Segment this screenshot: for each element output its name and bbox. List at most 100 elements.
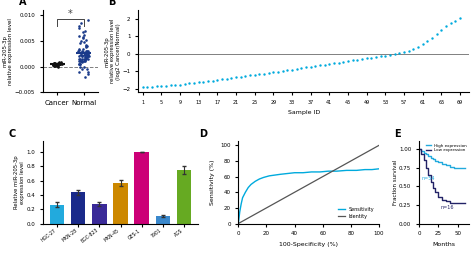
Point — [56, 62, 64, 66]
Point — [84, 49, 92, 53]
Point — [213, 78, 221, 82]
Sensitivity — [252, 180, 258, 183]
Sensitivity — [266, 174, 272, 177]
Text: E: E — [394, 129, 401, 138]
Point — [50, 61, 58, 65]
Point — [55, 61, 62, 65]
Point — [50, 62, 58, 66]
Point — [53, 62, 61, 67]
Point — [447, 21, 455, 25]
High expression — [416, 147, 422, 150]
Sensitivity — [237, 210, 243, 213]
Point — [311, 64, 319, 68]
Point — [55, 65, 62, 69]
Point — [77, 52, 85, 56]
Bar — [113, 183, 128, 224]
Sensitivity — [238, 202, 244, 205]
Point — [139, 85, 146, 89]
Point — [50, 62, 58, 66]
Point — [316, 63, 324, 67]
Point — [81, 40, 88, 44]
X-axis label: 100-Specificity (%): 100-Specificity (%) — [279, 242, 338, 247]
Point — [54, 64, 62, 68]
Point — [354, 58, 361, 62]
Low expression — [451, 202, 456, 205]
Point — [80, 65, 88, 69]
High expression — [423, 153, 429, 156]
Point — [55, 60, 63, 65]
Point — [76, 57, 84, 61]
High expression — [439, 162, 445, 165]
Point — [223, 76, 230, 81]
Point — [76, 62, 84, 66]
Point — [80, 33, 88, 37]
Line: Sensitivity: Sensitivity — [238, 169, 379, 224]
Point — [148, 85, 156, 89]
Line: High expression: High expression — [419, 149, 465, 168]
Low expression — [459, 202, 465, 205]
Point — [391, 52, 399, 56]
Point — [83, 49, 91, 53]
Point — [82, 52, 90, 56]
Point — [78, 67, 86, 71]
Point — [339, 60, 347, 64]
Point — [400, 50, 408, 54]
High expression — [451, 166, 456, 169]
Point — [51, 64, 59, 68]
Sensitivity — [248, 183, 254, 186]
Point — [82, 43, 90, 47]
Low expression — [443, 200, 449, 203]
Sensitivity — [261, 176, 266, 179]
Point — [79, 30, 87, 34]
Bar — [177, 170, 191, 224]
Point — [251, 73, 258, 77]
Sensitivity — [334, 170, 340, 173]
Sensitivity — [317, 170, 323, 173]
Low expression — [463, 202, 468, 205]
Point — [51, 63, 58, 67]
High expression — [443, 164, 449, 167]
Low expression — [428, 180, 433, 183]
Point — [265, 71, 273, 75]
Sensitivity — [309, 170, 314, 173]
High expression — [432, 159, 438, 162]
Point — [74, 49, 82, 53]
Sensitivity — [362, 168, 368, 171]
Point — [78, 54, 86, 58]
Point — [414, 45, 422, 49]
Y-axis label: miR-205-3p
relative expression level: miR-205-3p relative expression level — [2, 18, 13, 85]
Point — [80, 59, 88, 64]
Point — [190, 81, 198, 85]
Point — [82, 45, 90, 49]
High expression — [459, 166, 465, 169]
Sensitivity — [246, 186, 251, 189]
Point — [255, 72, 263, 76]
Point — [82, 54, 89, 58]
Point — [195, 80, 202, 84]
Point — [283, 68, 291, 72]
Point — [78, 39, 85, 43]
Point — [419, 42, 427, 46]
Y-axis label: miR-205-3p
relative expression level
(log2 Cancer/Normal): miR-205-3p relative expression level (lo… — [104, 19, 121, 84]
Point — [372, 55, 380, 59]
Point — [79, 54, 86, 58]
Sensitivity — [300, 171, 306, 174]
Low expression — [432, 191, 438, 194]
Low expression — [455, 202, 461, 205]
Point — [288, 68, 296, 72]
Text: C: C — [9, 129, 16, 138]
Point — [78, 59, 85, 64]
Point — [167, 83, 174, 87]
High expression — [428, 156, 433, 160]
Point — [321, 62, 328, 67]
Sensitivity — [369, 168, 375, 171]
Point — [52, 63, 60, 67]
Point — [49, 62, 56, 67]
Point — [84, 57, 92, 61]
Point — [298, 66, 305, 70]
Point — [83, 44, 91, 48]
Point — [77, 59, 85, 64]
Point — [56, 61, 64, 66]
Point — [81, 59, 89, 64]
Low expression — [439, 198, 445, 201]
